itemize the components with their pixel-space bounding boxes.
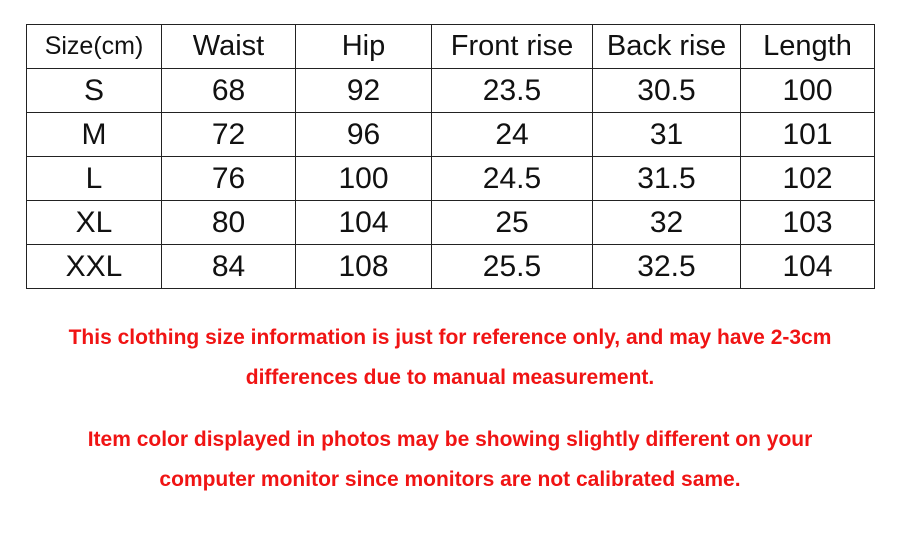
table-cell: 102 (740, 156, 875, 201)
table-cell: 104 (295, 200, 432, 245)
table-cell: 23.5 (431, 68, 593, 113)
table-cell: L (26, 156, 162, 201)
table-row: L 76 100 24.5 31.5 102 (26, 156, 875, 201)
size-disclaimer-line-1: This clothing size information is just f… (68, 326, 832, 349)
table-cell: XXL (26, 244, 162, 289)
column-header: Hip (295, 24, 432, 69)
color-disclaimer-line-2: computer monitor since monitors are not … (159, 468, 741, 491)
table-cell: 25.5 (431, 244, 593, 289)
table-cell: 84 (161, 244, 296, 289)
table-row: XL 80 104 25 32 103 (26, 200, 875, 245)
table-cell: 68 (161, 68, 296, 113)
table-cell: 32.5 (592, 244, 741, 289)
table-cell: 25 (431, 200, 593, 245)
column-header: Length (740, 24, 875, 69)
table-cell: 92 (295, 68, 432, 113)
table-cell: 103 (740, 200, 875, 245)
table-cell: M (26, 112, 162, 157)
table-cell: 100 (740, 68, 875, 113)
table-cell: 24 (431, 112, 593, 157)
table-cell: 96 (295, 112, 432, 157)
column-header: Size(cm) (26, 24, 162, 69)
size-chart-table: Size(cm) Waist Hip Front rise Back rise Lengt… (26, 24, 875, 289)
table-cell: XL (26, 200, 162, 245)
table-cell: 31 (592, 112, 741, 157)
table-cell: 104 (740, 244, 875, 289)
table-cell: 31.5 (592, 156, 741, 201)
table-cell: 76 (161, 156, 296, 201)
size-disclaimer-line-2: differences due to manual measurement. (245, 366, 655, 389)
table-cell: 80 (161, 200, 296, 245)
column-header: Back rise (592, 24, 741, 69)
table-cell: 32 (592, 200, 741, 245)
table-cell: 72 (161, 112, 296, 157)
column-header: Waist (161, 24, 296, 69)
table-cell: 101 (740, 112, 875, 157)
table-cell: 24.5 (431, 156, 593, 201)
table-row: M 72 96 24 31 101 (26, 112, 875, 157)
table-cell: S (26, 68, 162, 113)
column-header: Front rise (431, 24, 593, 69)
table-cell: 30.5 (592, 68, 741, 113)
color-disclaimer-line-1: Item color displayed in photos may be sh… (87, 428, 813, 451)
table-row: S 68 92 23.5 30.5 100 (26, 68, 875, 113)
table-cell: 100 (295, 156, 432, 201)
table-cell: 108 (295, 244, 432, 289)
header-row: Size(cm) Waist Hip Front rise Back rise Lengt… (26, 24, 875, 69)
table-row: XXL 84 108 25.5 32.5 104 (26, 244, 875, 289)
